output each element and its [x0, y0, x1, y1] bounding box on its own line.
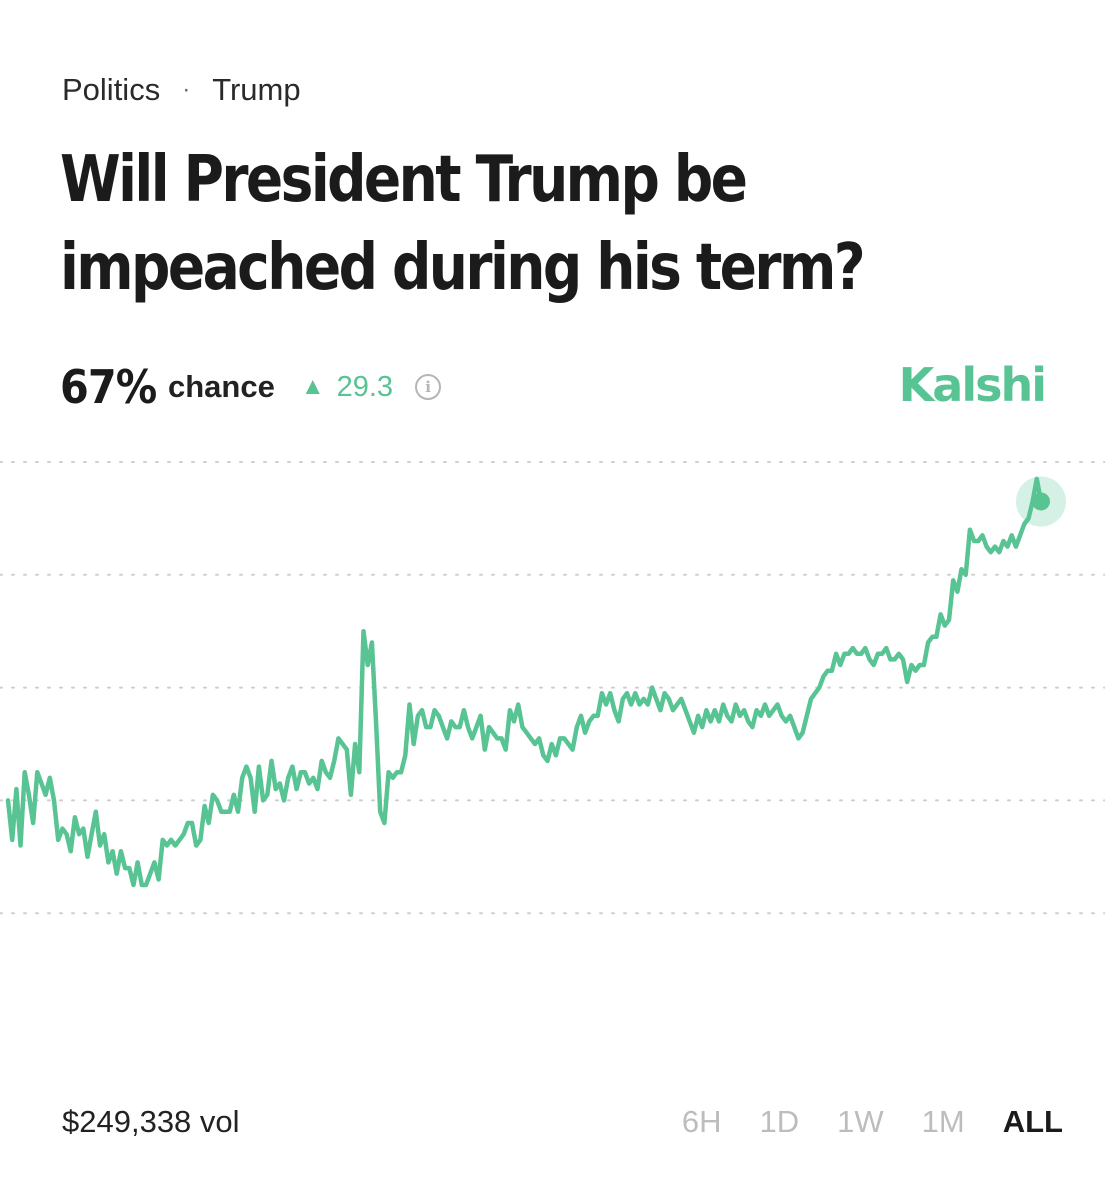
- time-range-selector: 6H 1D 1W 1M ALL: [644, 1104, 1063, 1140]
- range-6h-button[interactable]: 6H: [681, 1104, 722, 1139]
- breadcrumb-category[interactable]: Politics: [62, 72, 161, 107]
- range-1m-button[interactable]: 1M: [921, 1104, 965, 1139]
- chance-label: chance: [168, 369, 275, 404]
- breadcrumb-topic[interactable]: Trump: [212, 72, 301, 107]
- probability-value: 67%: [60, 360, 157, 414]
- current-point-marker: [1032, 492, 1050, 511]
- volume-label: $249,338 vol: [62, 1104, 240, 1139]
- up-triangle-icon: ▲: [300, 373, 325, 400]
- brand-logo: Kalshi: [898, 358, 1047, 412]
- change-indicator: ▲ 29.3: [301, 371, 393, 404]
- range-1w-button[interactable]: 1W: [837, 1104, 884, 1139]
- price-chart: [0, 461, 1105, 915]
- breadcrumb-separator: ·: [182, 76, 191, 103]
- change-value: 29.3: [336, 370, 394, 403]
- market-title: Will President Trump be impeached during…: [60, 143, 866, 305]
- price-series-line: [5, 476, 1044, 888]
- range-1d-button[interactable]: 1D: [759, 1104, 800, 1139]
- range-all-button[interactable]: ALL: [1002, 1104, 1063, 1139]
- info-icon[interactable]: i: [415, 374, 442, 400]
- breadcrumb: Politics · Trump: [62, 72, 301, 108]
- market-stats: 67% chance ▲ 29.3 i: [60, 355, 442, 419]
